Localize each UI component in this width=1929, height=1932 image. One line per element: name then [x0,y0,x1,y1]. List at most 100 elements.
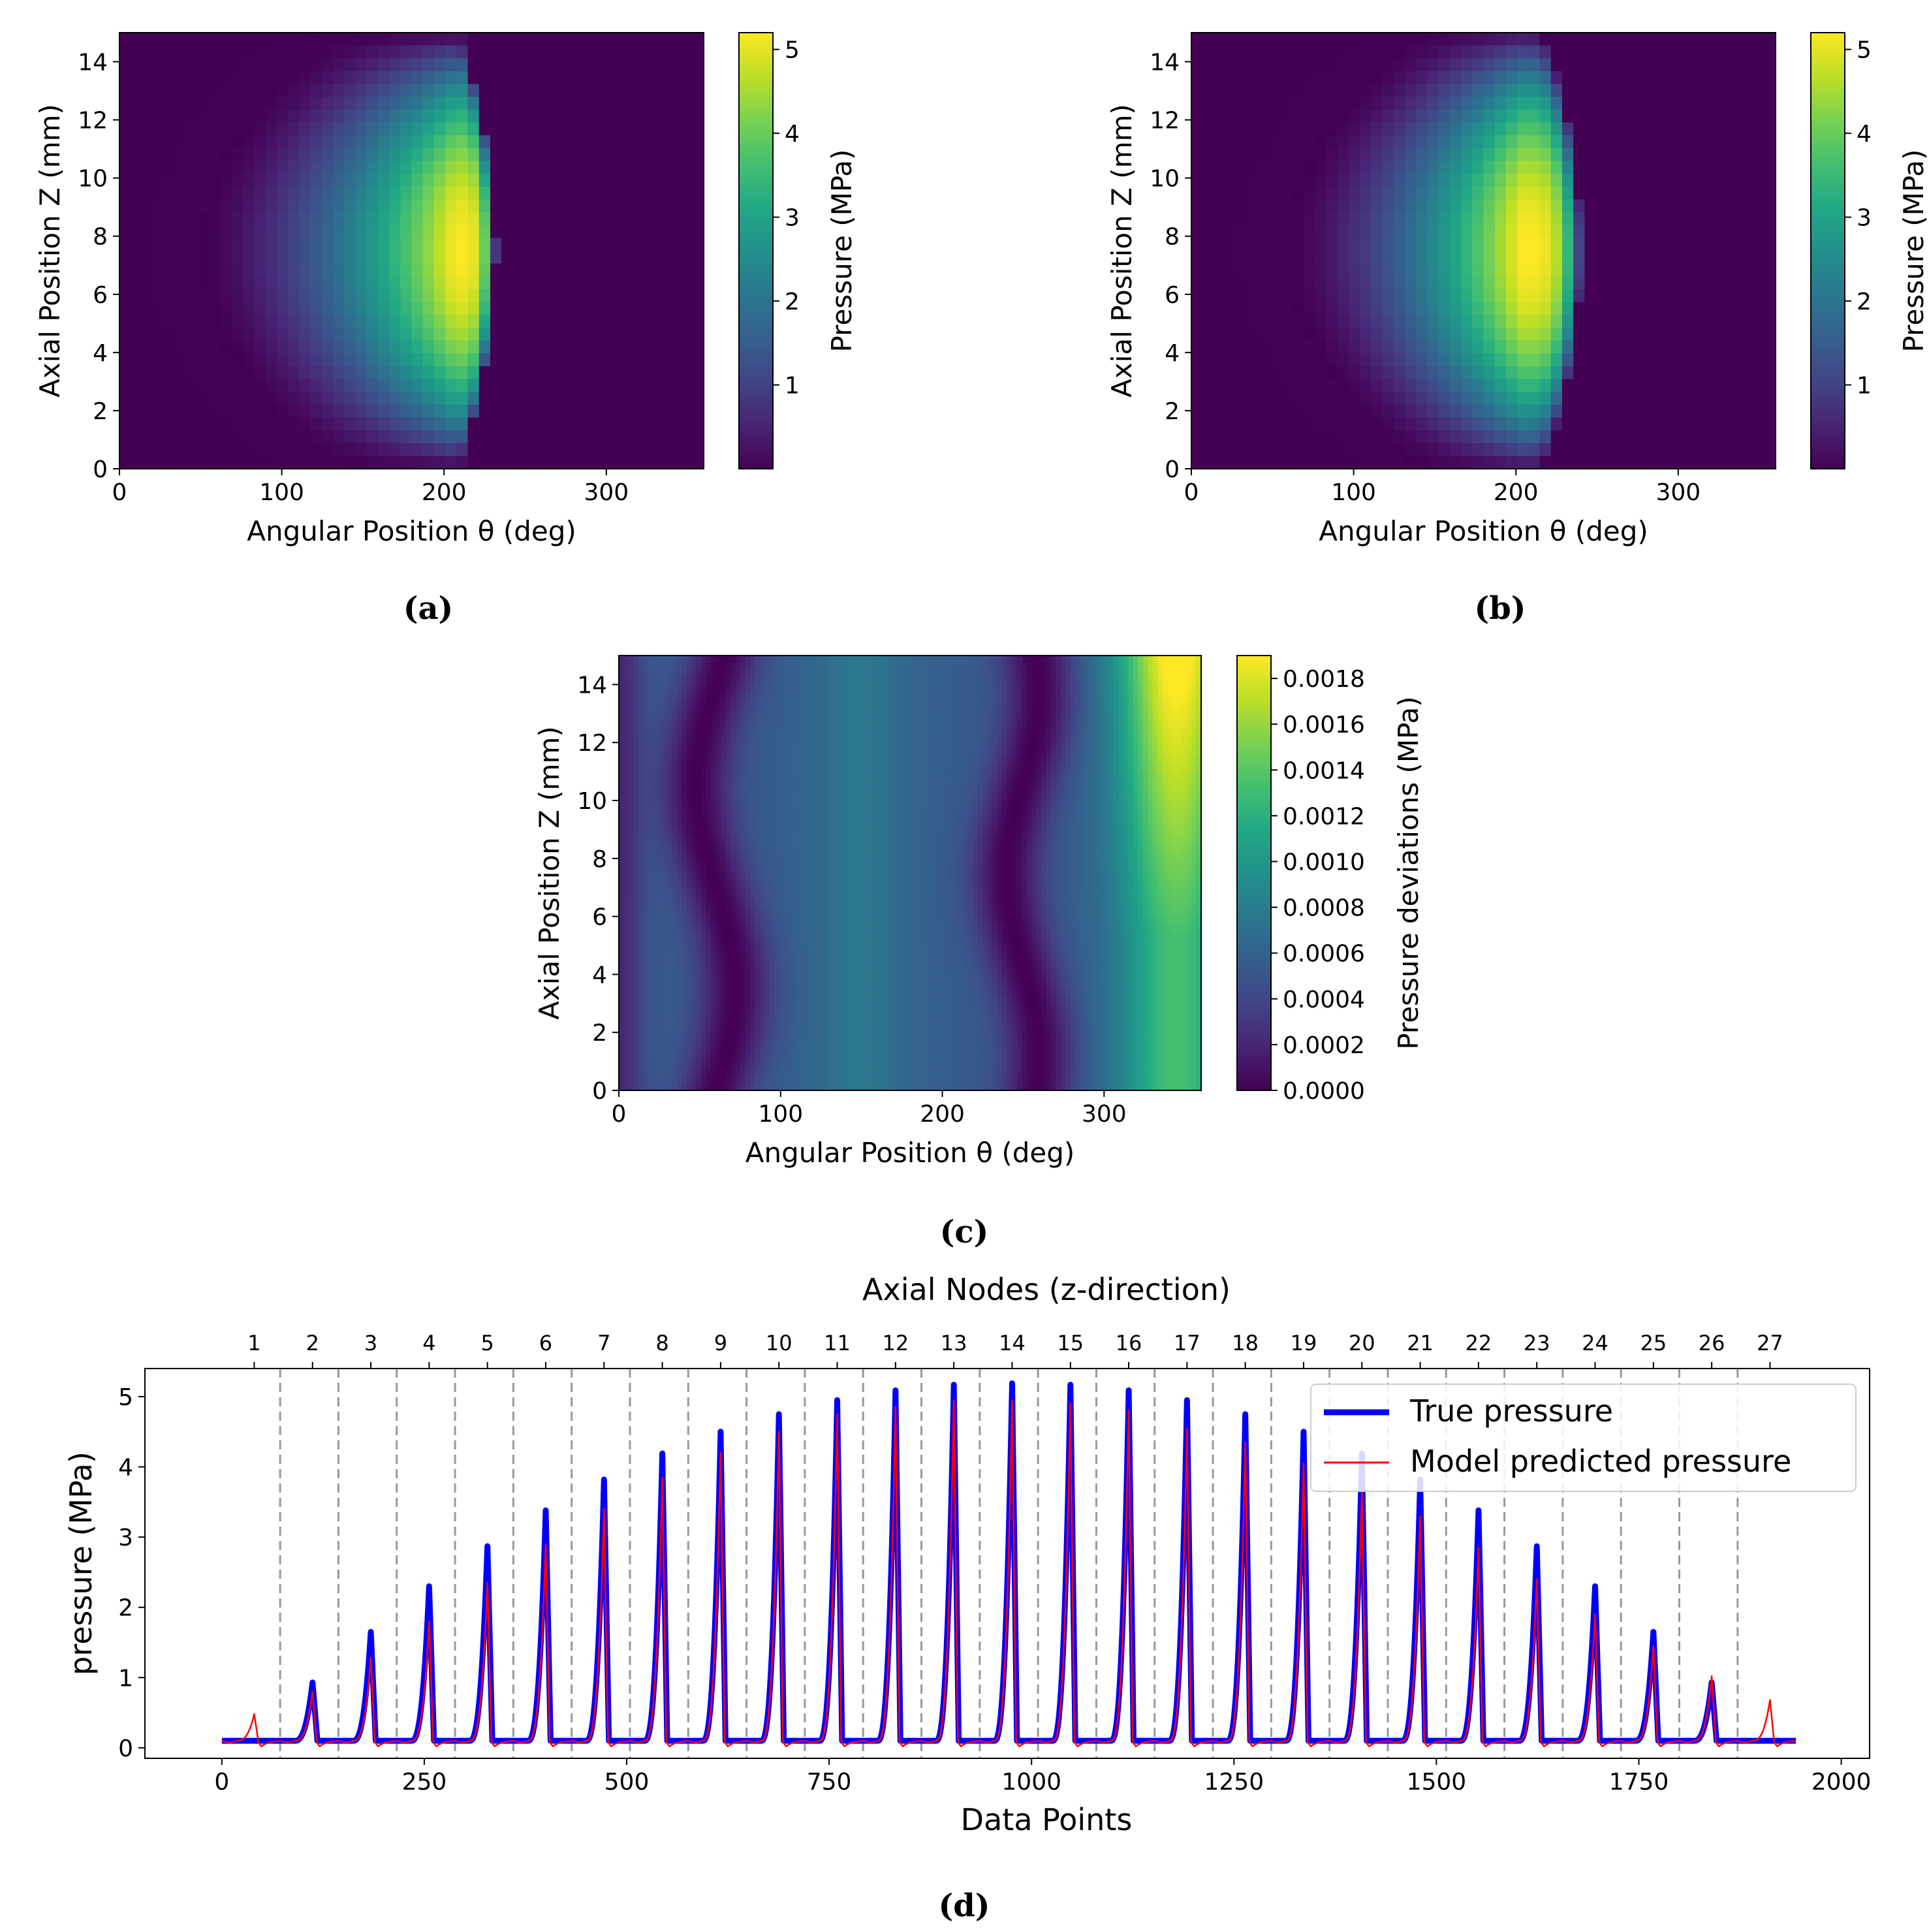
heatmap-cell [648,1039,653,1047]
heatmap-cell [692,238,704,251]
heatmap-cell [220,174,232,187]
heatmap-cell [142,225,154,238]
heatmap-cell [1652,212,1664,226]
heatmap-cell [1618,263,1630,277]
heatmap-cell [1550,404,1563,419]
heatmap-cell [619,873,625,881]
heatmap-cell [623,822,629,830]
heatmap-cell [557,251,570,264]
heatmap-cell [366,366,379,380]
heatmap-cell [1337,456,1349,469]
heatmap-cell [288,456,300,469]
heatmap-cell [667,1083,673,1091]
heatmap-cell [677,1054,683,1062]
heatmap-cell [667,663,673,671]
heatmap-cell [467,122,480,136]
heatmap-cell [1483,186,1496,200]
heatmap-cell [638,923,644,932]
heatmap-cell [344,327,356,341]
heatmap-cell [1697,263,1709,277]
heatmap-cell [501,404,513,419]
heatmap-cell [389,302,401,315]
heatmap-cell [1382,174,1394,187]
heatmap-cell [701,670,707,678]
heatmap-cell [366,238,379,251]
heatmap-cell [333,340,345,354]
heatmap-cell [691,1075,697,1084]
heatmap-cell [1202,212,1215,226]
heatmap-cell [1764,430,1776,444]
heatmap-cell [677,757,683,765]
heatmap-cell [692,199,704,213]
heatmap-cell [1494,443,1507,456]
heatmap-cell [1214,45,1226,59]
heatmap-cell [288,71,300,85]
heatmap-cell [1214,392,1226,405]
heatmap-cell [1416,366,1428,380]
heatmap-cell [1225,109,1237,123]
heatmap-cell [687,996,693,1004]
heatmap-cell [456,135,469,149]
heatmap-cell [1618,392,1630,405]
heatmap-cell [321,379,334,392]
heatmap-cell [711,960,717,968]
heatmap-cell [535,45,547,59]
heatmap-cell [1214,199,1226,213]
heatmap-cell [389,122,401,136]
heatmap-cell [512,109,525,123]
heatmap-cell [1719,238,1731,251]
heatmap-cell [478,161,491,174]
heatmap-cell [677,684,683,693]
heatmap-cell [687,815,693,823]
heatmap-cell [623,967,629,975]
heatmap-cell [662,684,668,693]
heatmap-cell [1427,109,1439,123]
heatmap-cell [603,417,614,431]
heatmap-cell [1505,366,1518,380]
heatmap-cell [355,392,368,405]
heatmap-cell [1382,315,1394,328]
heatmap-cell [659,251,670,264]
heatmap-cell [456,289,469,303]
heatmap-cell [647,148,659,162]
heatmap-cell [633,713,639,721]
heatmap-cell [1663,33,1675,46]
heatmap-cell [1573,84,1585,97]
heatmap-cell [657,785,663,794]
heatmap-cell [643,1075,649,1084]
heatmap-cell [647,84,659,97]
heatmap-cell [198,148,210,162]
heatmap-cell [636,135,648,149]
heatmap-cell [467,315,480,328]
heatmap-cell [411,263,424,277]
heatmap-cell [636,340,648,354]
heatmap-cell [254,109,266,123]
heatmap-cell [243,366,255,380]
heatmap-cell [648,909,653,917]
heatmap-cell [1348,366,1360,380]
heatmap-cell [682,663,687,671]
heatmap-cell [657,902,663,910]
heatmap-cell [1539,392,1552,405]
heatmap-cell [1348,45,1360,59]
heatmap-cell [456,263,469,277]
heatmap-cell [276,289,289,303]
heatmap-cell [1731,315,1742,328]
heatmap-cell [1382,122,1394,136]
heatmap-cell [662,720,668,729]
heatmap-cell [633,785,639,794]
heatmap-cell [706,706,712,714]
heatmap-cell [1742,225,1754,238]
heatmap-cell [648,1003,653,1011]
heatmap-cell [1236,148,1248,162]
heatmap-cell [1719,84,1731,97]
heatmap-cell [623,1061,629,1069]
heatmap-cell [657,996,663,1004]
heatmap-cell [715,974,721,983]
heatmap-cell [1472,302,1484,315]
heatmap-cell [580,238,592,251]
heatmap-cell [321,33,334,46]
heatmap-cell [715,858,721,866]
heatmap-cell [625,456,637,469]
